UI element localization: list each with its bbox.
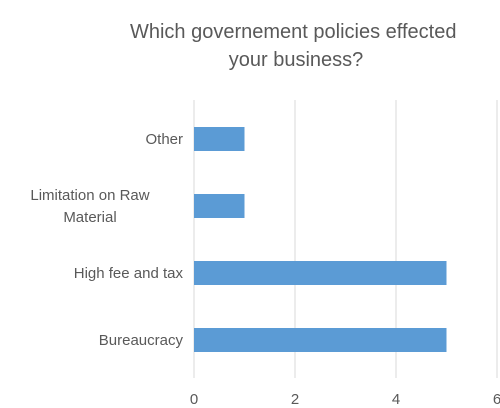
category-label-1: Limitation on Raw Material bbox=[30, 187, 149, 226]
category-label-0: Other bbox=[145, 131, 183, 148]
bar-2 bbox=[194, 261, 447, 285]
category-label-2: High fee and tax bbox=[74, 265, 184, 282]
category-labels: Other Limitation on Raw Material High fee a… bbox=[30, 131, 183, 349]
bars bbox=[194, 127, 447, 352]
chart-title-line-2: your business? bbox=[229, 49, 364, 71]
x-tick-label-0: 0 bbox=[190, 391, 198, 408]
bar-1 bbox=[194, 194, 245, 218]
x-tick-label-2: 4 bbox=[392, 391, 400, 408]
x-tick-label-1: 2 bbox=[291, 391, 299, 408]
x-tick-labels: 0 2 4 6 bbox=[190, 391, 500, 408]
category-label-3: Bureaucracy bbox=[99, 332, 184, 349]
chart-title: Which governement policies effected your… bbox=[130, 21, 462, 71]
bar-0 bbox=[194, 127, 245, 151]
chart-title-line-1: Which governement policies effected bbox=[130, 21, 456, 43]
bar-3 bbox=[194, 328, 447, 352]
x-tick-label-3: 6 bbox=[493, 391, 500, 408]
